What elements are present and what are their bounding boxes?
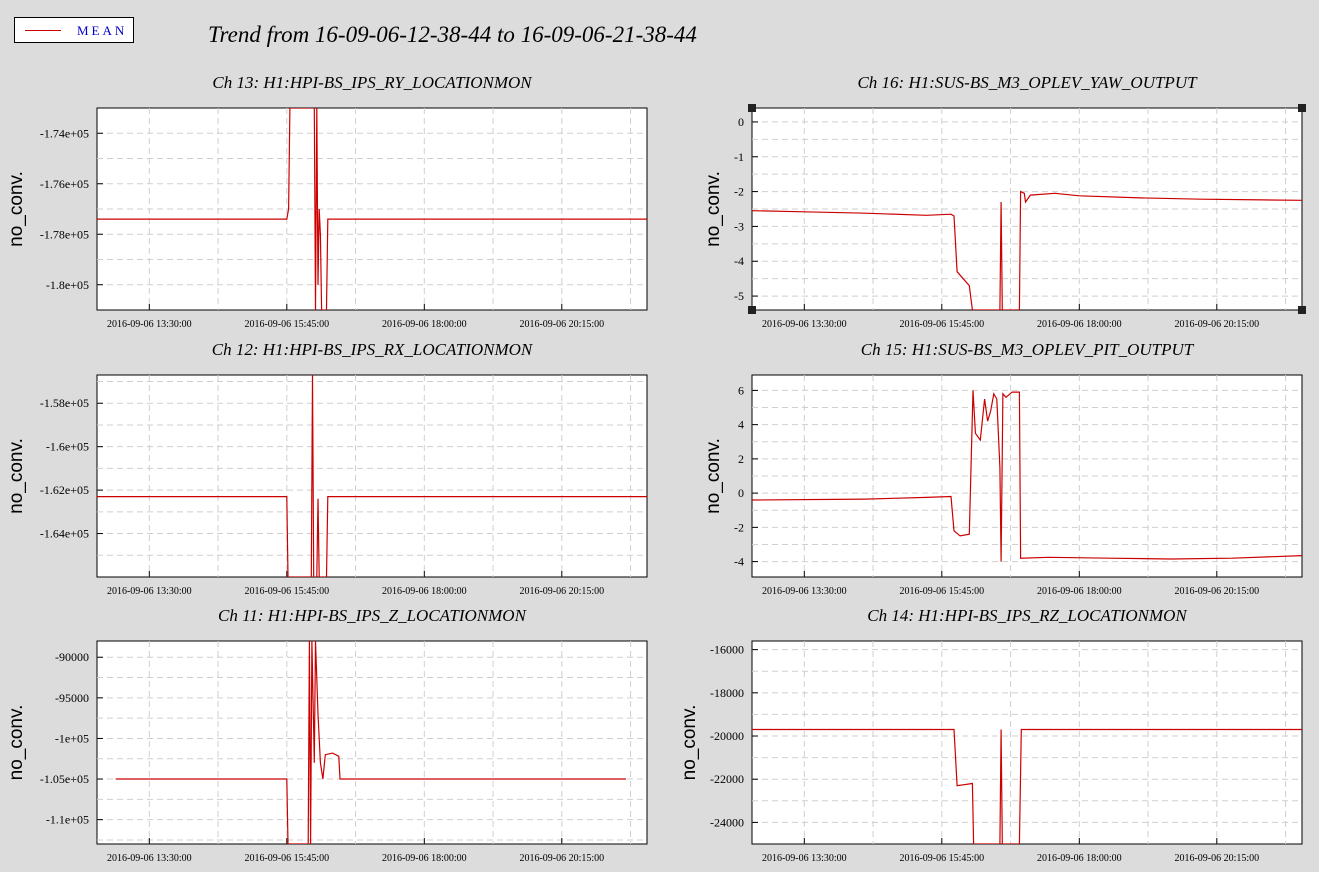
series-line-mean [752,728,1302,844]
y-tick-label: -1.62e+05 [40,483,89,497]
series-line-mean [115,641,626,844]
y-tick-label: -1.78e+05 [40,227,89,241]
y-tick-label: -1.6e+05 [46,440,89,454]
x-tick-label: 2016-09-06 13:30:00 [107,319,192,330]
y-axis-label: no_conv. [703,438,724,514]
x-tick-label: 2016-09-06 20:15:00 [1174,586,1259,597]
chart-panel-1: Ch 13: H1:HPI-BS_IPS_RY_LOCATIONMON -1.74… [6,73,648,330]
plot-area [96,640,648,845]
y-tick-label: -24000 [710,815,744,829]
chart-title: Ch 11: H1:HPI-BS_IPS_Z_LOCATIONMON [218,606,528,625]
x-tick-label: 2016-09-06 18:00:00 [1037,319,1122,330]
plot-area [751,640,1303,845]
y-tick-label: -18000 [710,686,744,700]
x-tick-label: 2016-09-06 15:45:00 [244,853,329,864]
y-tick-label: -1.05e+05 [40,772,89,786]
x-tick-label: 2016-09-06 18:00:00 [382,853,467,864]
x-tick-label: 2016-09-06 20:15:00 [1174,853,1259,864]
y-tick-label: 4 [738,418,744,432]
x-tick-label: 2016-09-06 15:45:00 [244,319,329,330]
series-line-mean [97,375,647,577]
series-line-mean [752,390,1302,562]
legend-line-swatch [25,30,61,31]
x-tick-label: 2016-09-06 15:45:00 [899,319,984,330]
y-tick-label: -5 [734,289,744,303]
x-tick-label: 2016-09-06 20:15:00 [519,853,604,864]
chart-panel-3: Ch 12: H1:HPI-BS_IPS_RX_LOCATIONMON -1.58… [6,340,648,597]
selection-handle [748,104,756,112]
y-tick-label: -1.8e+05 [46,278,89,292]
y-tick-label: 0 [738,486,744,500]
y-tick-label: 2 [738,452,744,466]
y-tick-label: -2 [734,520,744,534]
y-tick-label: -2 [734,185,744,199]
y-axis-label: no_conv. [679,705,700,781]
series-line-mean [97,108,647,310]
y-tick-label: -1.76e+05 [40,177,89,191]
x-tick-label: 2016-09-06 18:00:00 [382,586,467,597]
legend-box: MEAN [14,17,134,43]
page-title: Trend from 16-09-06-12-38-44 to 16-09-06… [208,22,697,47]
series-line-mean [752,190,1302,310]
selection-handle [1298,306,1306,314]
chart-title: Ch 16: H1:SUS-BS_M3_OPLEV_YAW_OUTPUT [857,73,1198,92]
chart-title: Ch 13: H1:HPI-BS_IPS_RY_LOCATIONMON [212,73,533,92]
chart-panel-2: Ch 16: H1:SUS-BS_M3_OPLEV_YAW_OUTPUT 0 -1 -… [703,73,1306,330]
x-tick-label: 2016-09-06 15:45:00 [244,586,329,597]
x-tick-label: 2016-09-06 18:00:00 [1037,853,1122,864]
plot-area [96,374,648,578]
y-tick-label: 6 [738,383,744,397]
chart-panel-6: Ch 14: H1:HPI-BS_IPS_RZ_LOCATIONMON -1600… [679,606,1303,864]
y-tick-label: -1.64e+05 [40,527,89,541]
x-tick-label: 2016-09-06 20:15:00 [519,319,604,330]
x-tick-label: 2016-09-06 13:30:00 [762,319,847,330]
y-tick-label: -1e+05 [55,731,89,745]
chart-panel-5: Ch 11: H1:HPI-BS_IPS_Z_LOCATIONMON -90000… [6,606,648,864]
x-tick-label: 2016-09-06 20:15:00 [1174,319,1259,330]
x-tick-label: 2016-09-06 13:30:00 [762,853,847,864]
chart-title: Ch 12: H1:HPI-BS_IPS_RX_LOCATIONMON [212,340,534,359]
y-tick-label: -22000 [710,772,744,786]
y-tick-label: -95000 [55,691,89,705]
y-tick-label: -20000 [710,729,744,743]
y-axis-label: no_conv. [6,705,27,781]
y-tick-label: -1 [734,150,744,164]
y-tick-label: -1.58e+05 [40,396,89,410]
y-axis-label: no_conv. [6,171,27,247]
y-tick-label: 0 [738,115,744,129]
x-tick-label: 2016-09-06 18:00:00 [382,319,467,330]
chart-panel-4: Ch 15: H1:SUS-BS_M3_OPLEV_PIT_OUTPUT6420… [703,340,1303,597]
y-tick-label: -3 [734,219,744,233]
x-tick-label: 2016-09-06 18:00:00 [1037,586,1122,597]
selection-handle [1298,104,1306,112]
y-tick-label: -4 [734,254,744,268]
y-axis-label: no_conv. [6,438,27,514]
y-tick-label: -4 [734,555,744,569]
y-tick-label: -1.1e+05 [46,813,89,827]
y-tick-label: -1.74e+05 [40,126,89,140]
x-tick-label: 2016-09-06 13:30:00 [107,853,192,864]
selection-handle [748,306,756,314]
chart-title: Ch 14: H1:HPI-BS_IPS_RZ_LOCATIONMON [867,606,1188,625]
legend-label: MEAN [77,23,128,38]
x-tick-label: 2016-09-06 20:15:00 [519,586,604,597]
x-tick-label: 2016-09-06 13:30:00 [762,586,847,597]
x-tick-label: 2016-09-06 15:45:00 [899,586,984,597]
x-tick-label: 2016-09-06 15:45:00 [899,853,984,864]
y-tick-label: -90000 [55,650,89,664]
chart-title: Ch 15: H1:SUS-BS_M3_OPLEV_PIT_OUTPUT [861,340,1195,359]
y-tick-label: -16000 [710,643,744,657]
y-axis-label: no_conv. [703,171,724,247]
x-tick-label: 2016-09-06 13:30:00 [107,586,192,597]
